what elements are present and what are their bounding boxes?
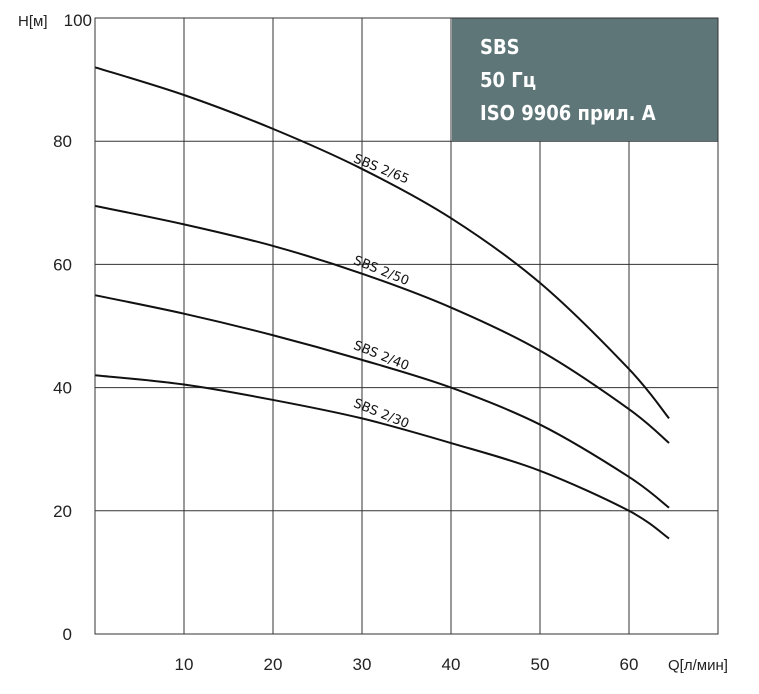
y-axis-title: H[м] — [18, 13, 47, 30]
x-tick-label: 50 — [531, 655, 550, 674]
curve-label-1: SBS 2/50 — [351, 253, 411, 289]
curve-label-3: SBS 2/30 — [351, 396, 411, 432]
curve-3 — [94, 374, 670, 540]
y-tick-label: 40 — [53, 379, 72, 398]
info-standard-text: ISO 9906 прил. A — [480, 101, 656, 125]
info-frequency-text: 50 Гц — [480, 68, 536, 92]
tick-labels: 10 20 30 40 50 60 0 20 40 60 80 100 — [53, 11, 638, 674]
plot-frame — [94, 17, 719, 635]
y-tick-label: 60 — [53, 255, 72, 274]
info-box — [452, 18, 718, 141]
curve-0 — [94, 66, 670, 420]
x-tick-label: 20 — [264, 655, 283, 674]
x-tick-label: 40 — [442, 655, 461, 674]
curve-label-2: SBS 2/40 — [351, 338, 411, 374]
curve-1 — [94, 204, 670, 444]
x-tick-label: 30 — [353, 655, 372, 674]
curve-label-0: SBS 2/65 — [351, 152, 411, 188]
info-series-text: SBS — [480, 35, 520, 59]
y-tick-label: 20 — [53, 502, 72, 521]
curve-labels: SBS 2/65 SBS 2/50 SBS 2/40 SBS 2/30 — [351, 152, 411, 432]
y-tick-label: 100 — [64, 11, 92, 30]
curves — [94, 66, 670, 540]
x-tick-label: 60 — [620, 655, 639, 674]
x-tick-label: 10 — [175, 655, 194, 674]
y-tick-label: 80 — [53, 132, 72, 151]
curve-2 — [94, 294, 670, 509]
x-axis-title: Q[л/мин] — [668, 657, 728, 674]
y-tick-label: 0 — [63, 625, 72, 644]
